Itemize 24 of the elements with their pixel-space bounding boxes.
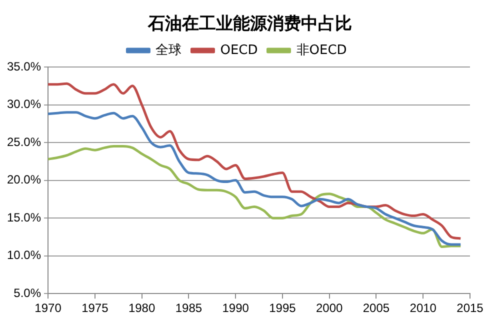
x-tick-label: 1990 xyxy=(222,301,250,316)
x-tick-label: 2015 xyxy=(456,301,484,316)
y-tick-label: 25.0% xyxy=(6,134,42,149)
y-tick-label: 10.0% xyxy=(6,248,42,262)
line-series xyxy=(48,111,462,246)
y-tick-label: 30.0% xyxy=(6,97,42,112)
legend-label: 非OECD xyxy=(296,42,347,58)
chart-title: 石油在工业能源消费中占比 xyxy=(146,13,353,34)
legend-label: OECD xyxy=(220,42,258,58)
y-tick-label: 35.0% xyxy=(6,59,42,74)
y-tick-label: 5.0% xyxy=(14,286,42,300)
y-tick-label: 20.0% xyxy=(6,172,42,187)
legend-label: 全球 xyxy=(156,42,182,58)
x-tick-label: 2005 xyxy=(362,301,390,316)
x-tick-label: 1995 xyxy=(269,301,296,316)
y-tick-label: 15.0% xyxy=(6,210,42,224)
x-tick-label: 1980 xyxy=(128,301,156,316)
line-series xyxy=(48,145,462,248)
x-tick-label: 1985 xyxy=(175,301,202,316)
line-series xyxy=(48,82,462,240)
x-tick-label: 2000 xyxy=(316,301,344,316)
x-tick-label: 1970 xyxy=(34,301,62,316)
x-tick-label: 1975 xyxy=(82,301,109,316)
x-tick-label: 2010 xyxy=(410,301,437,316)
